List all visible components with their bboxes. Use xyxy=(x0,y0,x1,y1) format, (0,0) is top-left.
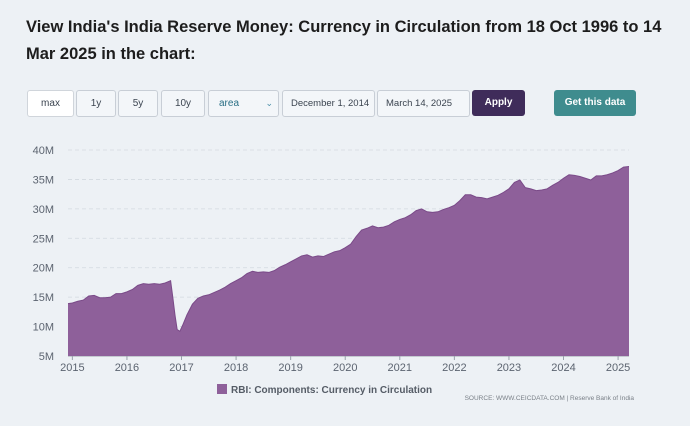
source-note: SOURCE: WWW.CEICDATA.COM | Reserve Bank … xyxy=(464,395,634,402)
range-5y-button[interactable]: 5y xyxy=(118,90,158,117)
legend-swatch xyxy=(217,384,227,394)
y-tick-label: 25M xyxy=(33,233,54,245)
x-tick-label: 2024 xyxy=(551,362,575,374)
y-tick-label: 40M xyxy=(33,145,54,157)
x-tick-label: 2021 xyxy=(388,362,412,374)
chart-type-value: area xyxy=(219,98,240,109)
chevron-down-icon: ⌄ xyxy=(265,98,273,108)
series-line xyxy=(67,165,630,333)
range-max-button[interactable]: max xyxy=(27,90,74,117)
y-tick-label: 15M xyxy=(33,292,54,304)
x-axis: 2015 2016 2017 2018 2019 2020 2021 2022 2023 2024… xyxy=(60,355,630,374)
chart-type-select[interactable]: area ⌄ xyxy=(208,90,279,117)
x-tick-label: 2015 xyxy=(60,362,84,374)
y-tick-label: 30M xyxy=(33,204,54,216)
y-tick-label: 5M xyxy=(39,351,54,363)
legend: RBI: Components: Currency in Circulation xyxy=(217,384,432,396)
x-tick-label: 2025 xyxy=(606,362,630,374)
range-10y-button[interactable]: 10y xyxy=(161,90,205,117)
get-data-button[interactable]: Get this data xyxy=(554,90,636,116)
y-axis: 5M 10M 15M 20M 25M 30M 35M 40M xyxy=(33,145,54,363)
x-tick-label: 2020 xyxy=(333,362,357,374)
x-tick-label: 2019 xyxy=(278,362,302,374)
legend-label: RBI: Components: Currency in Circulation xyxy=(231,385,432,396)
x-tick-label: 2017 xyxy=(169,362,193,374)
x-tick-label: 2016 xyxy=(115,362,139,374)
start-date-input[interactable]: December 1, 2014 xyxy=(282,90,375,117)
x-tick-label: 2023 xyxy=(497,362,521,374)
range-1y-button[interactable]: 1y xyxy=(76,90,116,117)
y-tick-label: 20M xyxy=(33,263,54,275)
y-tick-label: 35M xyxy=(33,174,54,186)
x-tick-label: 2022 xyxy=(442,362,466,374)
series-area xyxy=(68,166,629,356)
y-tick-label: 10M xyxy=(33,322,54,334)
page-title: View India's India Reserve Money: Curren… xyxy=(26,18,662,63)
apply-button[interactable]: Apply xyxy=(472,90,525,116)
end-date-input[interactable]: March 14, 2025 xyxy=(377,90,470,117)
x-tick-label: 2018 xyxy=(224,362,248,374)
